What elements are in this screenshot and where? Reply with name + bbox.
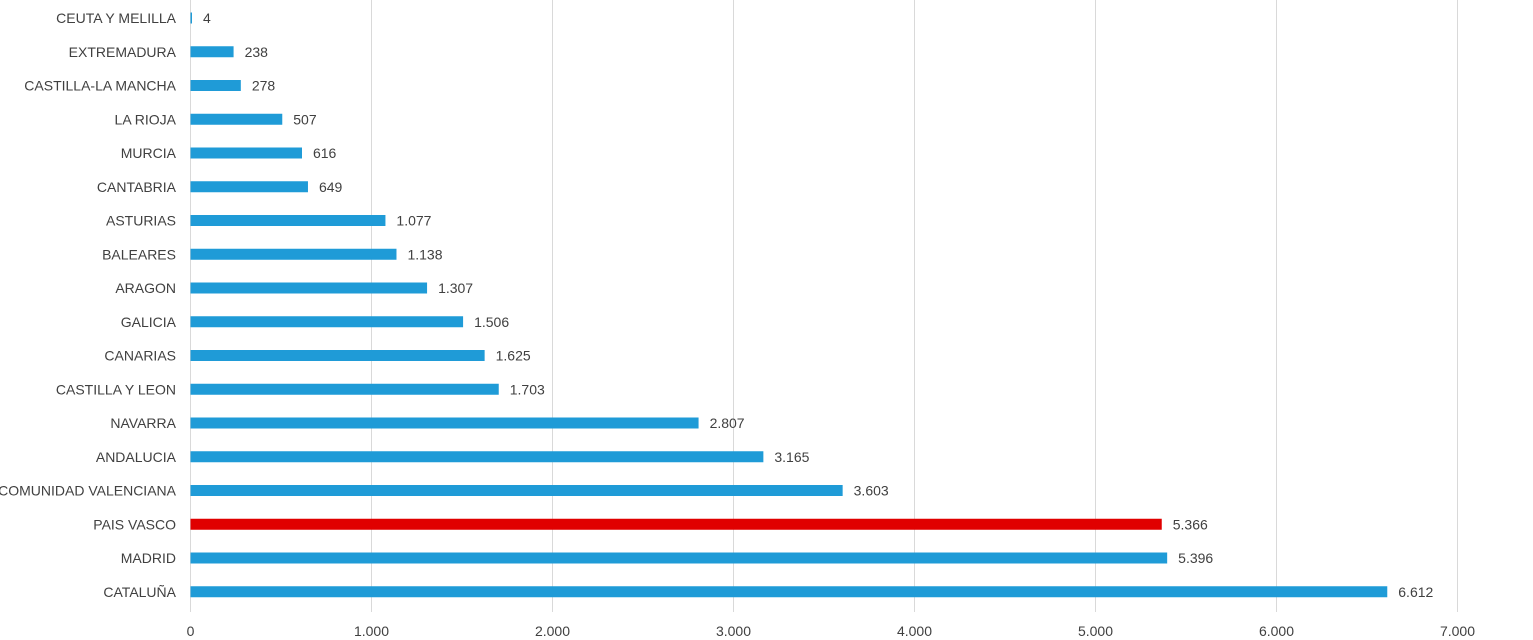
bar-navarra	[190, 417, 699, 429]
value-label: 616	[313, 145, 337, 161]
category-label: MADRID	[121, 550, 176, 566]
value-label: 1.138	[407, 246, 442, 262]
category-label: BALEARES	[102, 246, 176, 262]
category-label: PAIS VASCO	[93, 516, 176, 532]
category-label: ANDALUCIA	[96, 449, 177, 465]
category-label: CEUTA Y MELILLA	[56, 10, 176, 26]
bar-cataluña	[190, 586, 1388, 598]
category-label: ARAGON	[115, 280, 176, 296]
bar-andalucia	[190, 451, 764, 463]
value-label: 1.307	[438, 280, 473, 296]
value-label: 507	[293, 111, 317, 127]
category-label: GALICIA	[121, 314, 177, 330]
x-tick-label: 2.000	[535, 623, 570, 639]
bar-castilla-y-leon	[190, 383, 499, 395]
x-tick-label: 7.000	[1440, 623, 1475, 639]
bar-galicia	[190, 316, 464, 328]
bar-comunidad-valenciana	[190, 485, 843, 496]
category-label: EXTREMADURA	[69, 44, 177, 60]
bars	[190, 12, 1388, 598]
category-label: ASTURIAS	[106, 213, 176, 229]
category-label: COMUNIDAD VALENCIANA	[0, 483, 177, 499]
category-label: NAVARRA	[110, 415, 176, 431]
gridlines	[190, 0, 1458, 612]
x-tick-label: 3.000	[716, 623, 751, 639]
value-label: 1.703	[510, 381, 545, 397]
x-tick-label: 1.000	[354, 623, 389, 639]
labels: 0 1.000 2.000 3.000 4.000 5.000 6.000 7.000 CEUT…	[0, 10, 1475, 639]
value-label: 6.612	[1398, 584, 1433, 600]
value-label: 2.807	[710, 415, 745, 431]
bar-la-rioja	[190, 113, 283, 125]
category-label: CATALUÑA	[103, 584, 176, 600]
x-tick-label: 6.000	[1259, 623, 1294, 639]
x-tick-label: 0	[187, 623, 195, 639]
category-label: CASTILLA Y LEON	[56, 381, 176, 397]
value-label: 5.366	[1173, 516, 1208, 532]
category-label: CASTILLA-LA MANCHA	[24, 78, 176, 94]
category-label: LA RIOJA	[115, 111, 177, 127]
value-label: 5.396	[1178, 550, 1213, 566]
x-tick-label: 5.000	[1078, 623, 1113, 639]
value-label: 238	[245, 44, 269, 60]
category-label: CANARIAS	[104, 348, 176, 364]
bar-ceuta-y-melilla	[190, 12, 192, 24]
value-label: 4	[203, 10, 211, 26]
bar-castilla-la-mancha	[190, 80, 241, 91]
value-label: 278	[252, 78, 276, 94]
x-tick-label: 4.000	[897, 623, 932, 639]
bar-aragon	[190, 282, 428, 294]
bar-cantabria	[190, 181, 308, 193]
category-label: MURCIA	[121, 145, 177, 161]
bar-pais-vasco	[190, 518, 1162, 530]
value-label: 1.077	[396, 213, 431, 229]
bar-asturias	[190, 215, 386, 226]
value-label: 1.506	[474, 314, 509, 330]
bar-murcia	[190, 147, 302, 159]
category-label: CANTABRIA	[97, 179, 177, 195]
value-label: 3.603	[854, 483, 889, 499]
bar-baleares	[190, 248, 397, 260]
bar-madrid	[190, 552, 1168, 564]
value-label: 649	[319, 179, 343, 195]
bar-canarias	[190, 350, 485, 361]
value-label: 1.625	[496, 348, 531, 364]
bar-extremadura	[190, 46, 234, 58]
value-label: 3.165	[774, 449, 809, 465]
